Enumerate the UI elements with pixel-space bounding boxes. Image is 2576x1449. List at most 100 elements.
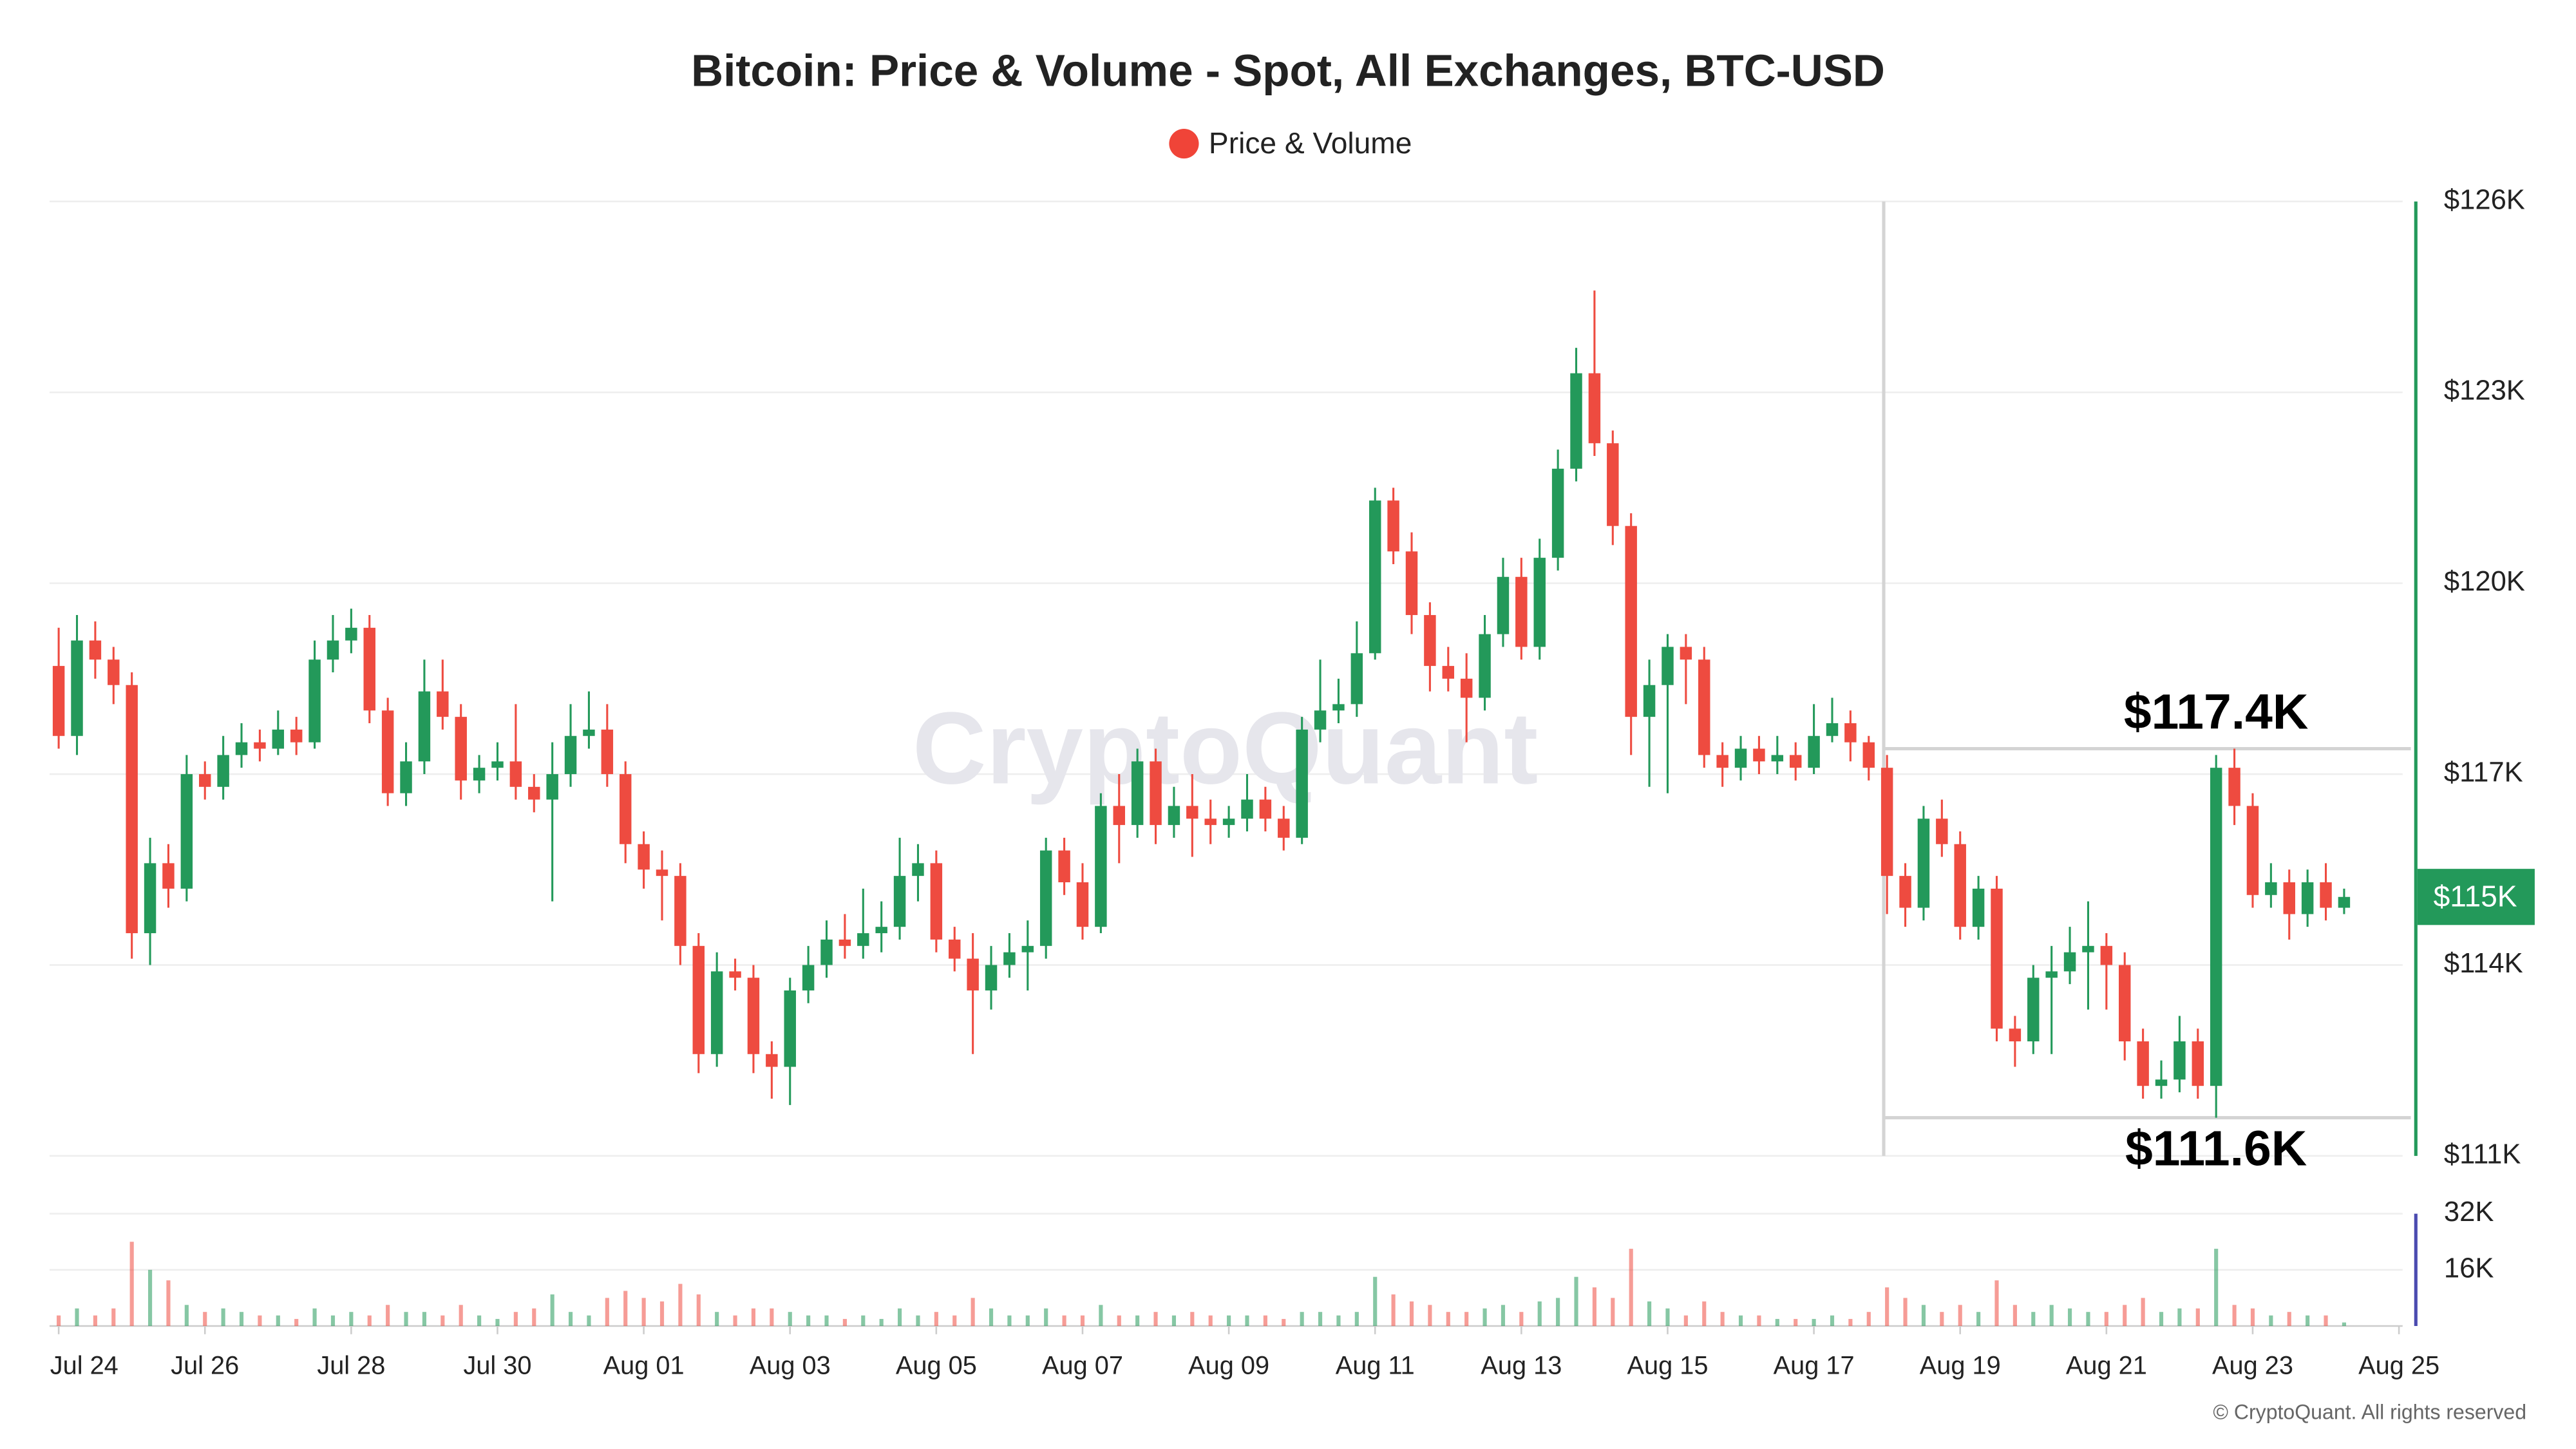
candle-body [1442, 666, 1455, 679]
candle-body [1113, 806, 1125, 826]
volume-bar [1940, 1312, 1944, 1326]
candle-body [235, 742, 248, 755]
volume-bar [239, 1312, 244, 1326]
y-tick-label: $114K [2444, 948, 2523, 979]
copyright: © CryptoQuant. All rights reserved [2213, 1400, 2526, 1423]
volume-bar [1574, 1276, 1578, 1326]
volume-bar [2287, 1312, 2291, 1326]
volume-bar [1227, 1315, 1231, 1326]
volume-bar [623, 1291, 628, 1326]
x-tick-label: Aug 21 [2066, 1352, 2147, 1380]
volume-bar [2159, 1312, 2164, 1326]
volume-bar [1080, 1315, 1085, 1326]
volume-bar [1537, 1301, 1542, 1326]
volume-bar [842, 1319, 847, 1326]
volume-bar [733, 1315, 737, 1326]
volume-bar [129, 1242, 134, 1326]
volume-bar [879, 1319, 884, 1326]
volume-bar [2012, 1305, 2017, 1326]
candle-body [199, 774, 211, 787]
volume-bar [440, 1315, 445, 1326]
candle-body [473, 768, 486, 781]
volume-bar [1556, 1298, 1560, 1326]
volume-bar [1830, 1315, 1835, 1326]
volume-bar [861, 1315, 866, 1326]
volume-bar [422, 1312, 427, 1326]
volume-bar [2232, 1305, 2237, 1326]
candle-body [418, 691, 431, 762]
volume-bar [1099, 1305, 1103, 1326]
volume-bar [1409, 1301, 1414, 1326]
candle-body [1314, 710, 1327, 730]
volume-bar [1794, 1319, 1798, 1326]
candle-body [1716, 755, 1728, 768]
volume-bar [349, 1312, 354, 1326]
x-tick-label: Aug 11 [1336, 1352, 1415, 1380]
candle-body [1076, 882, 1089, 927]
legend-marker[interactable] [1169, 129, 1199, 159]
volume-bar [2141, 1298, 2145, 1326]
volume-bar [659, 1301, 665, 1326]
volume-bar [1903, 1298, 1908, 1326]
candle-body [2338, 896, 2351, 908]
candle-body [1350, 653, 1363, 705]
x-tick-label: Aug 15 [1627, 1352, 1709, 1380]
volume-bar [751, 1308, 756, 1326]
candle-body [2027, 978, 2040, 1042]
volume-bar [568, 1312, 573, 1326]
candle-body [638, 844, 650, 870]
candle-body [710, 971, 723, 1054]
candle-body [546, 774, 558, 800]
candle-body [2246, 806, 2259, 895]
volume-bar [806, 1315, 811, 1326]
candle-body [254, 742, 266, 749]
y-tick-label: $117K [2444, 757, 2523, 788]
last-price-box [2417, 869, 2535, 925]
candle-body [1771, 755, 1784, 762]
volume-bar [258, 1315, 262, 1326]
y2-tick-label: 32K [2444, 1197, 2494, 1227]
volume-bar [1318, 1312, 1323, 1326]
volume-bar [1190, 1312, 1195, 1326]
candle-body [583, 729, 595, 736]
legend-label[interactable]: Price & Volume [1209, 126, 1412, 160]
volume-bar [1665, 1308, 1670, 1326]
candle-body [2192, 1041, 2204, 1086]
x-tick-label: Aug 19 [1920, 1352, 2001, 1380]
candle-body [1862, 742, 1875, 768]
candle-body [126, 685, 138, 934]
candle-body [1570, 373, 1582, 469]
volume-bar [715, 1312, 719, 1326]
volume-bar [330, 1315, 336, 1326]
volume-bar [1300, 1312, 1304, 1326]
candle-body [455, 717, 467, 781]
candle-body [1753, 748, 1765, 762]
volume-bar [1482, 1308, 1487, 1326]
annotation-label: $111.6K [2125, 1121, 2307, 1177]
volume-bar [770, 1308, 774, 1326]
volume-bar [2324, 1315, 2328, 1326]
volume-bar [1866, 1312, 1871, 1326]
candle-body [601, 729, 614, 775]
candle-body [912, 863, 924, 876]
volume-bar [166, 1280, 171, 1326]
x-tick-label: Aug 05 [896, 1352, 977, 1380]
candle-body [1222, 819, 1235, 826]
candle-body [327, 640, 339, 660]
candle-body [820, 939, 833, 965]
volume-bar [2086, 1312, 2090, 1326]
volume-bar [1921, 1305, 1926, 1326]
volume-bar [1025, 1315, 1030, 1326]
last-price-label: $115K [2434, 879, 2517, 913]
candle-body [2174, 1041, 2186, 1080]
y-tick-label: $120K [2444, 566, 2525, 597]
candle-body [1405, 551, 1418, 616]
candle-body [1607, 443, 1619, 526]
candle-body [1789, 755, 1802, 768]
volume-bar [1958, 1305, 1962, 1326]
candle-body [1131, 761, 1144, 826]
volume-bar [1629, 1249, 1633, 1326]
candle-body [162, 863, 175, 889]
candle-body [272, 729, 285, 749]
